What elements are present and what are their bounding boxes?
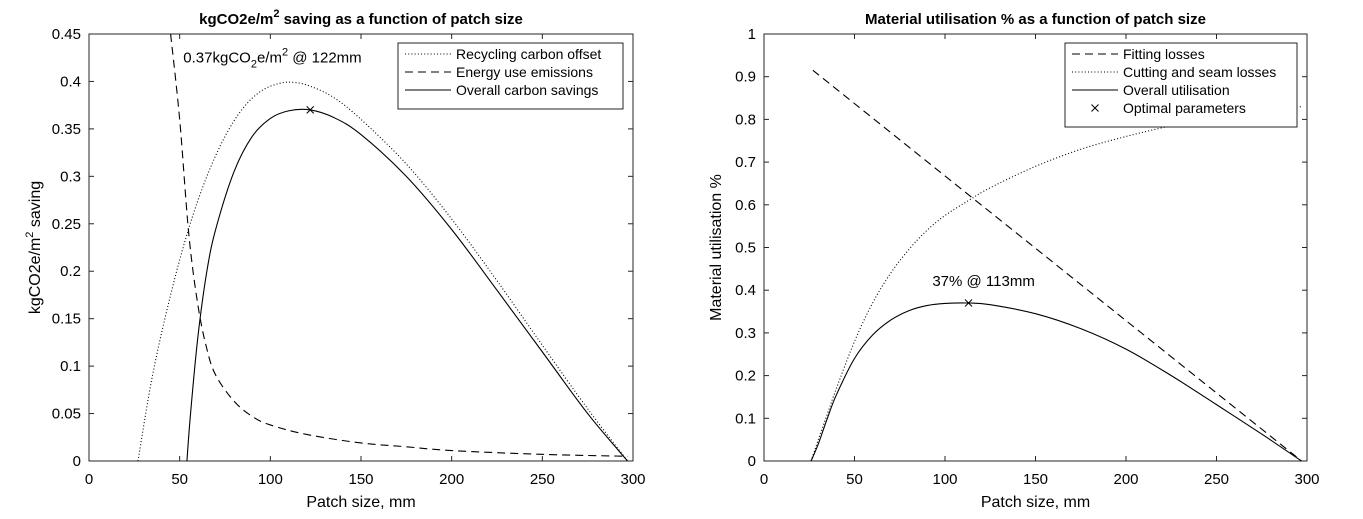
chart1-ytick-label: 0.3 [60,168,81,185]
chart2-legend-box [1064,42,1298,128]
chart1-ytick-label: 0.05 [52,406,81,423]
chart1-annotation-middle: e/m [257,49,282,66]
chart1-xtick-label: 50 [171,471,188,488]
chart2-ytick-label: 0.8 [735,111,756,128]
chart1-optimum-marker-stroke [306,106,315,114]
chart2-series-3-line [810,302,1302,461]
chart2-legend-label-4: Optimal parameters [1123,100,1246,116]
chart1-xtick-label: 300 [620,471,645,488]
chart2-ytick-label: 0 [748,453,756,470]
chart1-legend-box [397,42,624,110]
chart2-xtick-label: 50 [846,471,863,488]
chart1-ylabel-rest: saving [27,181,44,232]
chart2-plot-area [810,69,1302,461]
chart1-title-sup: 2 [273,8,279,20]
chart2-ytick-label: 0.7 [735,154,756,171]
chart1-ytick-label: 0.45 [52,26,81,43]
chart2-ytick-label: 0.5 [735,240,756,257]
chart2-ytick-label: 0.2 [735,368,756,385]
chart1-xlabel: Patch size, mm [306,494,415,511]
chart2-ytick-label: 0.9 [735,69,756,86]
chart1-ytick-label: 0.35 [52,121,81,138]
chart2-series-1-line [812,69,1302,461]
chart2-xtick-label: 300 [1294,471,1319,488]
chart1-annotation-sup: 2 [282,46,288,58]
chart1-title-rest: saving as a function of patch size [279,11,522,28]
chart2-xtick-label: 250 [1204,471,1229,488]
chart2-ylabel: Material utilisation % [708,174,725,321]
chart1-xtick-label: 200 [439,471,464,488]
chart1-annotation: 0.37kgCO2e/m2 @ 122mm [183,46,361,70]
chart1-plot-area [137,34,628,461]
chart2-xtick-label: 0 [760,471,768,488]
chart1-legend-label-3: Overall carbon savings [456,82,598,98]
chart1-annotation-prefix: 0.37kgCO [183,49,251,66]
chart1-title: kgCO2e/m2 saving as a function of patch … [199,8,523,28]
chart1-series-3-line [186,108,628,461]
chart1-ylabel-main: kgCO2e/m [27,238,44,314]
chart2-title: Material utilisation % as a function of … [865,11,1206,28]
chart1-xtick-label: 150 [348,471,373,488]
chart1-title-main: kgCO2e/m [199,11,273,28]
chart2-annotation: 37% @ 113mm [932,273,1035,290]
chart2-ytick-label: 0.1 [735,410,756,427]
chart2-xlabel: Patch size, mm [981,494,1090,511]
chart1-xtick-label: 100 [258,471,283,488]
chart1-ytick-label: 0.25 [52,216,81,233]
chart1-ytick-label: 0.1 [60,358,81,375]
chart2-xtick-label: 100 [932,471,957,488]
chart1-annotation-sub: 2 [251,58,257,70]
chart2-ytick-label: 1 [748,26,756,43]
chart1-ylabel-sup: 2 [24,232,36,238]
chart1-series-2-line [170,34,628,457]
chart2-optimum-marker-stroke [964,299,973,307]
chart1-legend-label-1: Recycling carbon offset [456,46,601,62]
chart1-ytick-label: 0 [73,453,81,470]
chart1-ylabel: kgCO2e/m2 saving [24,181,44,314]
chart2-legend-marker-sample-stroke [1091,104,1099,112]
chart2-xtick-label: 150 [1023,471,1048,488]
chart1-legend-label-2: Energy use emissions [456,64,593,80]
chart1-xtick-label: 250 [530,471,555,488]
chart2-legend-label-2: Cutting and seam losses [1123,64,1276,80]
chart2-legend-label-3: Overall utilisation [1123,82,1230,98]
chart1-ytick-label: 0.2 [60,263,81,280]
chart2-ytick-label: 0.4 [735,282,756,299]
chart2-ytick-label: 0.3 [735,325,756,342]
chart2-series-2-line [810,106,1302,461]
chart2-legend-label-1: Fitting losses [1123,46,1205,62]
chart1-ytick-label: 0.15 [52,311,81,328]
chart1-annotation-suffix: @ 122mm [288,49,362,66]
chart1-ytick-label: 0.4 [60,73,81,90]
chart2-ytick-label: 0.6 [735,197,756,214]
chart1-xtick-label: 0 [85,471,93,488]
chart1-series-1-line [137,81,628,461]
chart2-xtick-label: 200 [1113,471,1138,488]
